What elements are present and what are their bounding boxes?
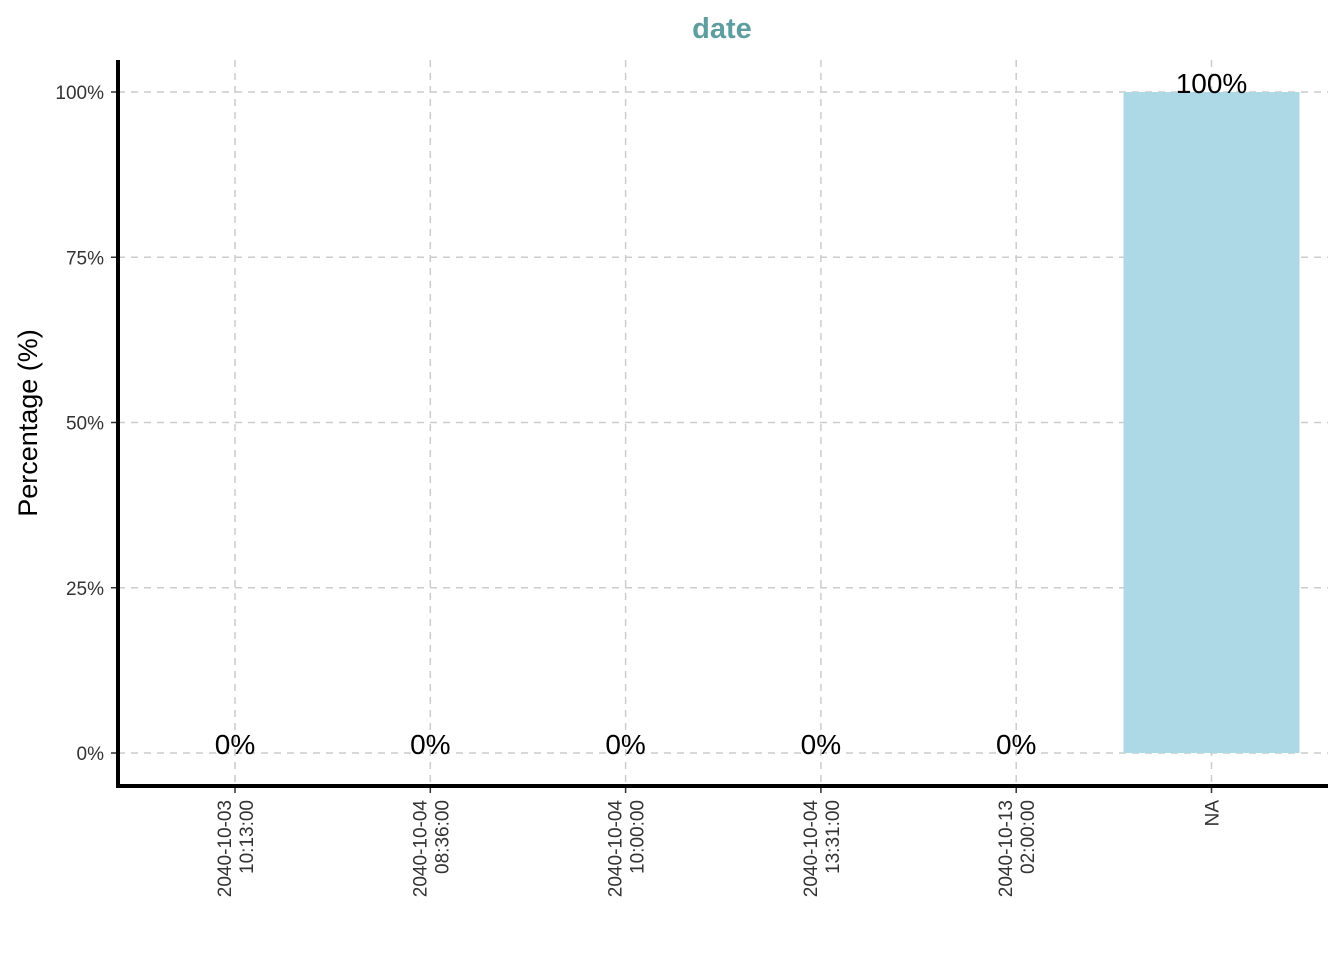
- x-tick-label: 2040-10-04: [606, 800, 627, 898]
- bars: [1123, 92, 1300, 753]
- chart-title: date: [692, 13, 752, 45]
- x-tick-label: 08:36:00: [432, 800, 453, 874]
- x-tick-label: 2040-10-04: [410, 800, 431, 898]
- data-label: 0%: [605, 729, 645, 760]
- y-tick-label: 25%: [66, 579, 104, 600]
- x-tick-label: 10:13:00: [237, 800, 258, 874]
- y-tick-label: 100%: [55, 83, 104, 104]
- y-tick-label: 75%: [66, 248, 104, 269]
- data-label: 100%: [1176, 68, 1248, 99]
- data-label: 0%: [996, 729, 1036, 760]
- y-tick-label: 50%: [66, 414, 104, 435]
- data-label: 0%: [801, 729, 841, 760]
- x-tick-label: 2040-10-13: [996, 800, 1017, 897]
- x-tick-label: 13:31:00: [823, 800, 844, 874]
- data-label: 0%: [215, 729, 255, 760]
- data-label: 0%: [410, 729, 450, 760]
- x-axis-ticks: 2040-10-03 10:13:00 2040-10-04 08:36:00 2040…: [215, 786, 1224, 897]
- gridlines: [118, 60, 1328, 786]
- x-tick-label: 2040-10-03: [215, 800, 236, 897]
- y-axis-label: Percentage (%): [13, 329, 43, 517]
- y-axis-ticks: 0% 25% 50% 75% 100%: [55, 83, 118, 765]
- x-tick-label: 10:00:00: [628, 800, 649, 874]
- x-tick-label: 02:00:00: [1018, 800, 1039, 874]
- x-tick-label: 2040-10-04: [801, 800, 822, 898]
- x-tick-label: NA: [1203, 800, 1224, 827]
- bar: [1123, 92, 1300, 753]
- y-tick-label: 0%: [77, 744, 105, 765]
- data-labels: 0% 0% 0% 0% 0% 100%: [215, 68, 1248, 760]
